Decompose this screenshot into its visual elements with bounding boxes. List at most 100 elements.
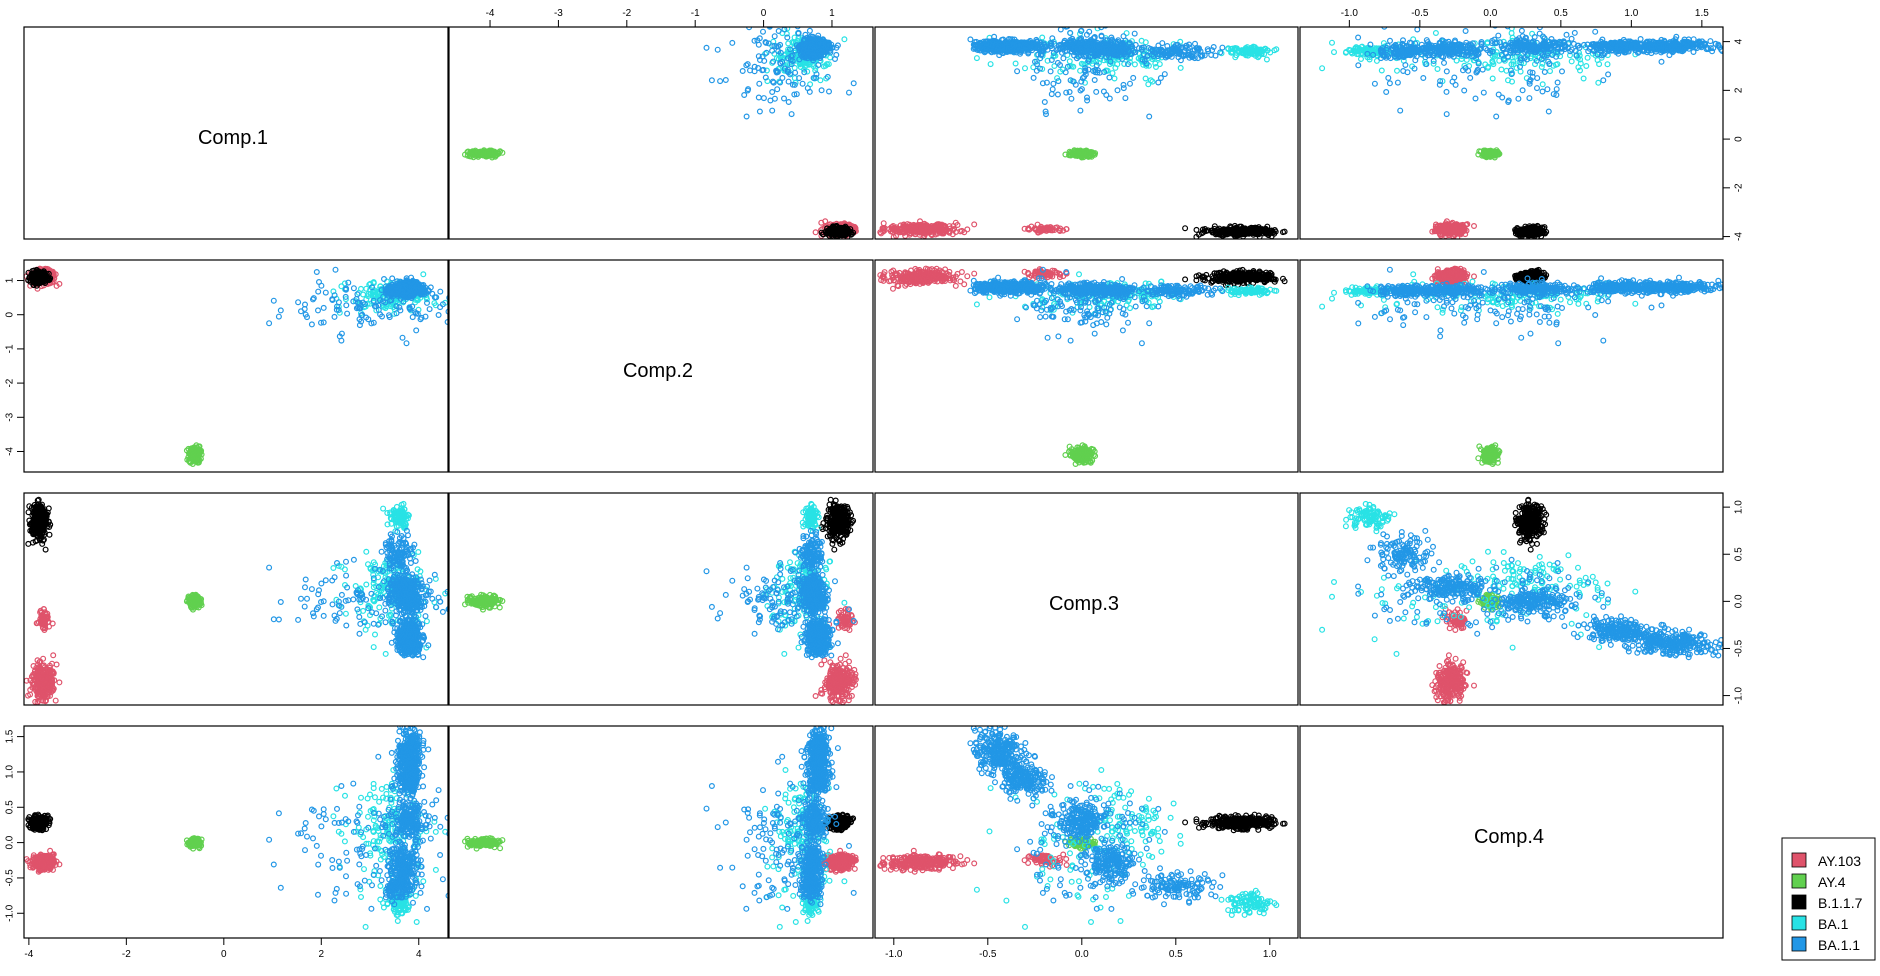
data-point xyxy=(801,69,808,76)
data-point xyxy=(796,56,803,63)
data-point xyxy=(1081,61,1088,68)
data-point xyxy=(1253,228,1260,235)
data-point xyxy=(887,228,894,235)
data-point xyxy=(1147,77,1154,84)
data-point xyxy=(1257,48,1264,55)
data-point xyxy=(480,151,487,158)
data-point xyxy=(784,55,791,62)
data-point xyxy=(850,80,857,87)
panel-comp1-vs-comp4 xyxy=(1319,27,1723,239)
data-point xyxy=(898,227,905,234)
data-point xyxy=(1037,41,1044,48)
data-point xyxy=(746,67,753,74)
data-point xyxy=(1063,226,1070,233)
data-point xyxy=(1165,51,1172,58)
data-point xyxy=(1063,89,1070,96)
data-point xyxy=(1219,44,1226,51)
data-point xyxy=(1281,228,1288,235)
data-point xyxy=(1079,75,1086,82)
data-point xyxy=(1088,49,1095,56)
data-point xyxy=(843,225,850,232)
data-point xyxy=(812,67,819,74)
data-point xyxy=(1038,47,1045,54)
data-point xyxy=(806,27,813,34)
data-point xyxy=(1033,61,1040,68)
data-point xyxy=(877,229,884,236)
data-point xyxy=(1073,55,1080,62)
data-point xyxy=(829,44,836,51)
data-point xyxy=(1077,39,1084,46)
data-point xyxy=(916,231,923,238)
data-point xyxy=(1263,56,1270,63)
data-point xyxy=(1182,225,1189,232)
data-point xyxy=(1060,55,1067,62)
data-point xyxy=(462,151,469,158)
data-point xyxy=(1077,107,1084,114)
data-point xyxy=(1433,228,1440,235)
data-point xyxy=(1178,44,1185,51)
data-point xyxy=(813,74,820,81)
data-point xyxy=(925,225,932,232)
data-point xyxy=(777,60,784,67)
data-point xyxy=(1084,150,1091,157)
data-point xyxy=(1074,44,1081,51)
data-point xyxy=(1131,61,1138,68)
data-point xyxy=(729,39,736,46)
data-point xyxy=(1010,42,1017,49)
data-point xyxy=(743,113,750,120)
data-point xyxy=(801,35,808,42)
data-point xyxy=(1146,113,1153,120)
data-point xyxy=(793,91,800,98)
data-point xyxy=(1056,61,1063,68)
data-point xyxy=(989,42,996,49)
data-point xyxy=(1048,56,1055,63)
data-point xyxy=(1066,58,1073,65)
data-point xyxy=(755,94,762,101)
data-point xyxy=(957,228,964,235)
data-point xyxy=(1437,232,1444,239)
data-point xyxy=(1043,79,1050,86)
data-point xyxy=(1078,86,1085,93)
data-point xyxy=(1047,68,1054,75)
data-point xyxy=(783,30,790,37)
data-point xyxy=(791,34,798,41)
data-point xyxy=(1084,15,1089,20)
data-point xyxy=(1256,233,1263,239)
data-point xyxy=(1250,45,1257,52)
data-point xyxy=(717,78,724,85)
data-point xyxy=(1155,79,1162,86)
data-point xyxy=(977,43,984,50)
data-point xyxy=(833,223,840,230)
data-point xyxy=(1025,226,1032,233)
data-point xyxy=(1131,30,1138,37)
data-point xyxy=(844,233,851,239)
data-point xyxy=(1103,45,1110,52)
data-point xyxy=(880,220,887,227)
data-point xyxy=(894,226,901,233)
data-point xyxy=(767,27,773,29)
data-point xyxy=(813,71,820,78)
data-point xyxy=(818,219,825,226)
data-point xyxy=(1191,46,1198,53)
data-point xyxy=(1036,65,1043,72)
data-point xyxy=(773,68,780,75)
data-point xyxy=(1443,226,1450,233)
data-point xyxy=(824,225,831,232)
data-point xyxy=(1191,40,1198,47)
data-point xyxy=(945,228,952,235)
data-point xyxy=(973,46,980,53)
data-point xyxy=(933,225,940,232)
data-point xyxy=(1113,43,1120,50)
data-point xyxy=(762,74,769,81)
data-point xyxy=(924,226,931,233)
data-point xyxy=(769,47,776,54)
data-point xyxy=(788,111,795,118)
data-point xyxy=(1194,55,1201,62)
data-point xyxy=(1470,223,1477,230)
data-point xyxy=(784,34,791,41)
data-point xyxy=(1098,33,1105,40)
data-point xyxy=(1201,52,1208,59)
data-point xyxy=(1104,37,1111,44)
data-point xyxy=(1068,95,1075,102)
data-point xyxy=(971,221,978,228)
